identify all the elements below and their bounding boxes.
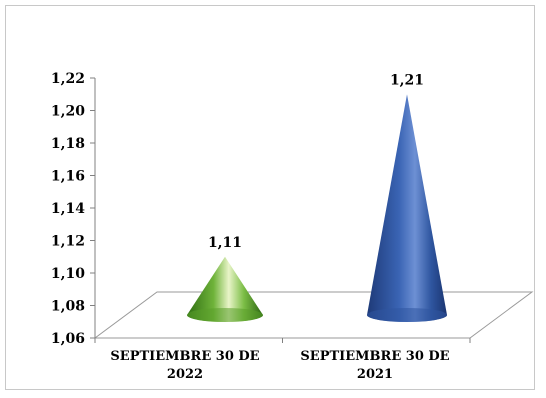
chart-floor xyxy=(93,291,534,339)
y-tick-label: 1,14 xyxy=(51,201,85,217)
y-tick-label: 1,10 xyxy=(51,266,85,282)
cone-bar-1 xyxy=(187,256,263,322)
axis-layer: 1,06 1,08 1,10 1,12 1,14 1,16 1,18 1,20 1,22 xyxy=(51,71,534,347)
y-tick-label: 1,22 xyxy=(51,71,85,87)
cone-base xyxy=(367,308,447,322)
y-tick-label: 1,08 xyxy=(51,299,85,315)
category-label: SEPTIEMBRE 30 DE 2021 xyxy=(300,349,449,382)
category-label-line: 2022 xyxy=(167,367,203,382)
y-tick-label: 1,18 xyxy=(51,136,85,152)
category-label-line: SEPTIEMBRE 30 DE xyxy=(110,349,259,364)
cone-body xyxy=(367,94,447,322)
cone-body xyxy=(187,256,263,322)
y-tick-label: 1,06 xyxy=(51,331,85,347)
mark-layer xyxy=(187,94,447,322)
y-tick-label: 1,12 xyxy=(51,234,85,250)
y-tick-label: 1,16 xyxy=(51,169,85,185)
y-tick-label: 1,20 xyxy=(51,104,85,120)
category-label: SEPTIEMBRE 30 DE 2022 xyxy=(110,349,259,382)
category-label-line: 2021 xyxy=(357,367,393,382)
category-label-line: SEPTIEMBRE 30 DE xyxy=(300,349,449,364)
cone-base xyxy=(187,308,263,322)
data-label: 1,21 xyxy=(390,72,424,88)
cone-bar-2 xyxy=(367,94,447,322)
data-label: 1,11 xyxy=(208,235,242,251)
